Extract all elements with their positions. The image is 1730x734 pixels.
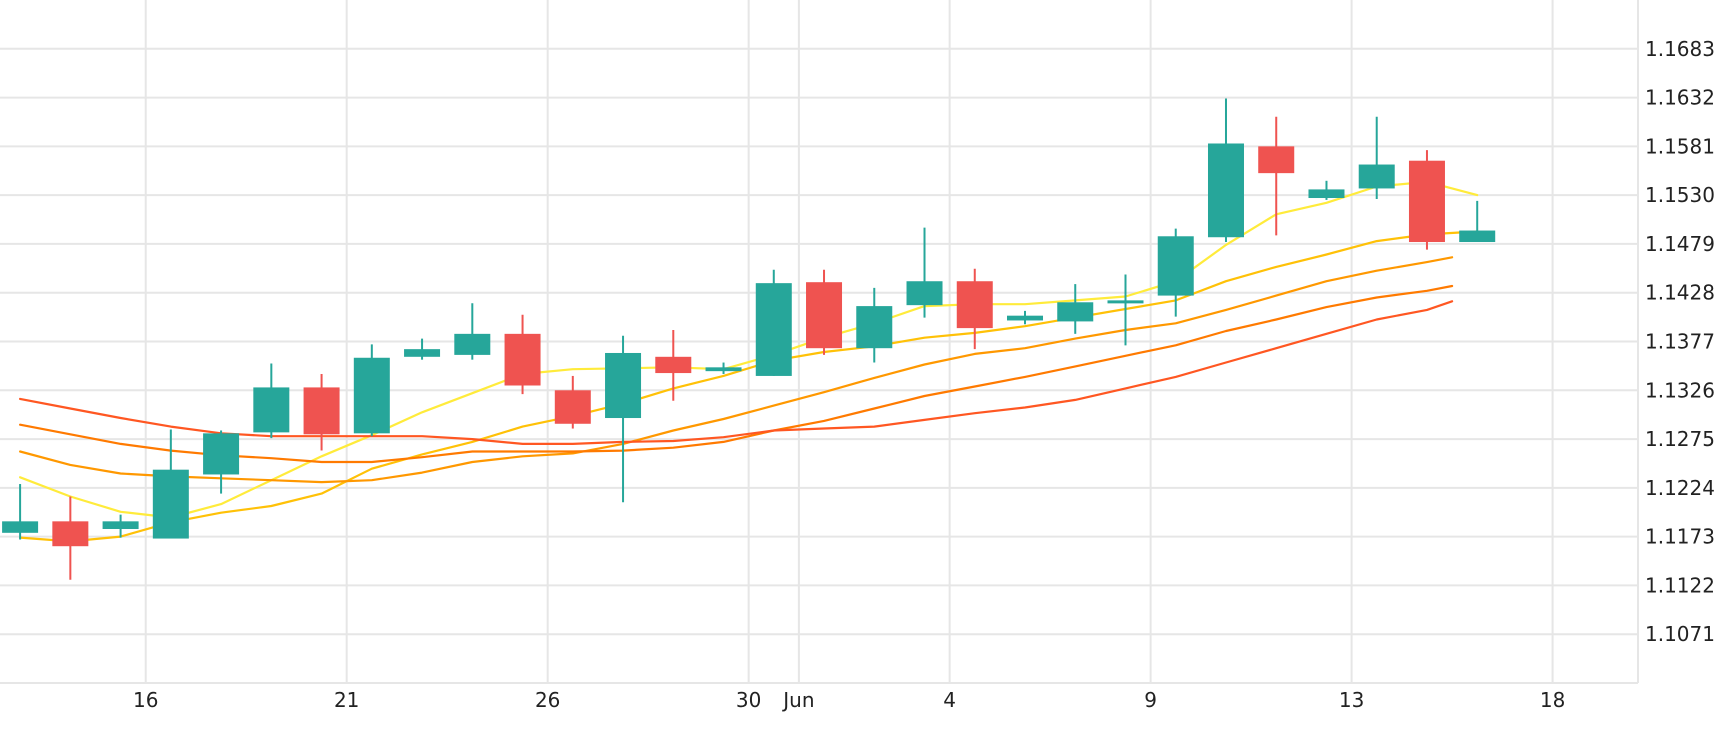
candle-body-down <box>554 390 591 424</box>
x-tick-label: 21 <box>334 688 359 712</box>
y-tick-label: 1.1632 <box>1645 86 1715 110</box>
y-tick-label: 1.1224 <box>1645 476 1715 500</box>
candles <box>2 98 1496 580</box>
y-tick-label: 1.1122 <box>1645 573 1715 597</box>
candle-body-up <box>906 281 943 306</box>
y-tick-label: 1.1479 <box>1645 232 1715 256</box>
y-tick-label: 1.1173 <box>1645 525 1715 549</box>
candle-body-up <box>1157 236 1194 296</box>
candle-body-up <box>856 306 893 349</box>
y-tick-label: 1.1326 <box>1645 378 1715 402</box>
candle-body-down <box>504 333 541 386</box>
candle-body-up <box>253 387 290 433</box>
ma-line-1 <box>19 180 1479 519</box>
candle-body-up <box>404 349 441 357</box>
moving-average-lines <box>19 180 1479 543</box>
candle-body-down <box>1408 160 1445 243</box>
candle-body-up <box>454 333 491 355</box>
candle-body-down <box>655 356 692 374</box>
x-tick-label: 4 <box>943 688 956 712</box>
candle-body-up <box>2 521 39 533</box>
candle-body-up <box>605 352 642 419</box>
candle-body-down <box>806 282 843 349</box>
x-tick-label: 26 <box>535 688 560 712</box>
x-tick-label: 9 <box>1144 688 1157 712</box>
y-tick-label: 1.1683 <box>1645 37 1715 61</box>
y-tick-label: 1.1071 <box>1645 622 1715 646</box>
candle-body-up <box>1107 300 1144 304</box>
candle-body-up <box>1007 315 1044 321</box>
candle-body-up <box>1207 143 1244 238</box>
ma-line-4 <box>19 284 1454 464</box>
y-axis: 1.1683 1.1632 1.1581 1.1530 1.1479 1.1428 1.13… <box>1645 37 1715 646</box>
y-tick-label: 1.1377 <box>1645 330 1715 354</box>
candle-body-up <box>705 367 742 372</box>
y-tick-label: 1.1530 <box>1645 183 1715 207</box>
grid-lines <box>0 0 1639 684</box>
ma-line-2 <box>19 230 1479 543</box>
candle-body-up <box>152 469 189 539</box>
candle-body-down <box>303 387 340 435</box>
candle-body-up <box>755 283 792 376</box>
y-tick-label: 1.1581 <box>1645 134 1715 158</box>
x-tick-label: Jun <box>781 688 814 712</box>
candle-body-up <box>1057 302 1094 322</box>
x-tick-label: 30 <box>736 688 761 712</box>
candle-body-up <box>1308 189 1345 199</box>
candle-body-up <box>353 357 390 434</box>
x-tick-label: 18 <box>1540 688 1565 712</box>
candle-body-down <box>956 281 993 329</box>
x-tick-label: 16 <box>133 688 158 712</box>
candle-body-down <box>52 521 89 547</box>
ma-line-3 <box>19 256 1454 484</box>
candle-body-up <box>102 521 139 529</box>
y-tick-label: 1.1428 <box>1645 281 1715 305</box>
candle-body-up <box>1459 230 1496 243</box>
candle-body-down <box>1258 146 1295 174</box>
ma-line-5 <box>19 300 1454 445</box>
x-axis: 16 21 26 30 Jun 4 9 13 18 <box>133 688 1565 712</box>
candle-body-up <box>203 433 240 475</box>
y-tick-label: 1.1275 <box>1645 427 1715 451</box>
candle-body-up <box>1358 164 1395 189</box>
x-tick-label: 13 <box>1339 688 1364 712</box>
